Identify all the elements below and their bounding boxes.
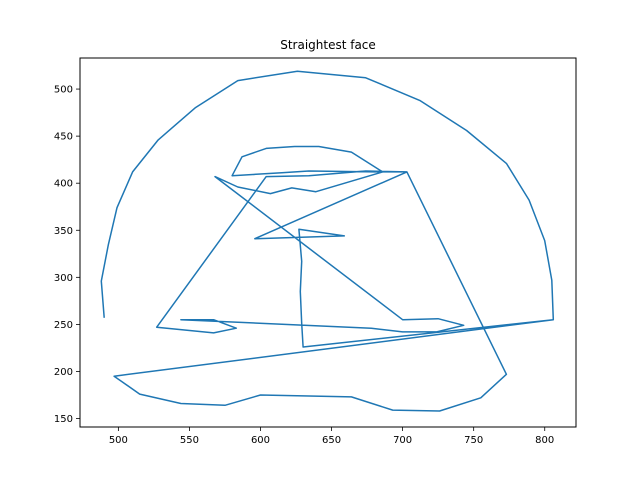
- chart-title: Straightest face: [280, 38, 376, 52]
- y-tick-label: 150: [54, 414, 73, 425]
- x-tick-label: 700: [393, 435, 412, 446]
- x-tick-label: 750: [464, 435, 483, 446]
- plot-area: [100, 70, 555, 412]
- x-tick-label: 600: [251, 435, 270, 446]
- axis-ticks: 500 550 600 650 700 750 800 150 200 250 300 350 400 4…: [54, 85, 554, 446]
- y-tick-label: 200: [54, 367, 73, 378]
- x-tick-label: 500: [109, 435, 128, 446]
- y-tick-label: 450: [54, 132, 73, 143]
- y-tick-label: 350: [54, 226, 73, 237]
- y-tick-label: 400: [54, 179, 73, 190]
- y-tick-label: 500: [54, 85, 73, 96]
- y-tick-label: 250: [54, 320, 73, 331]
- y-tick-label: 300: [54, 273, 73, 284]
- x-tick-label: 650: [322, 435, 341, 446]
- x-tick-label: 550: [180, 435, 199, 446]
- series-line-0: [100, 70, 555, 412]
- x-tick-label: 800: [535, 435, 554, 446]
- axes-frame: [79, 57, 577, 428]
